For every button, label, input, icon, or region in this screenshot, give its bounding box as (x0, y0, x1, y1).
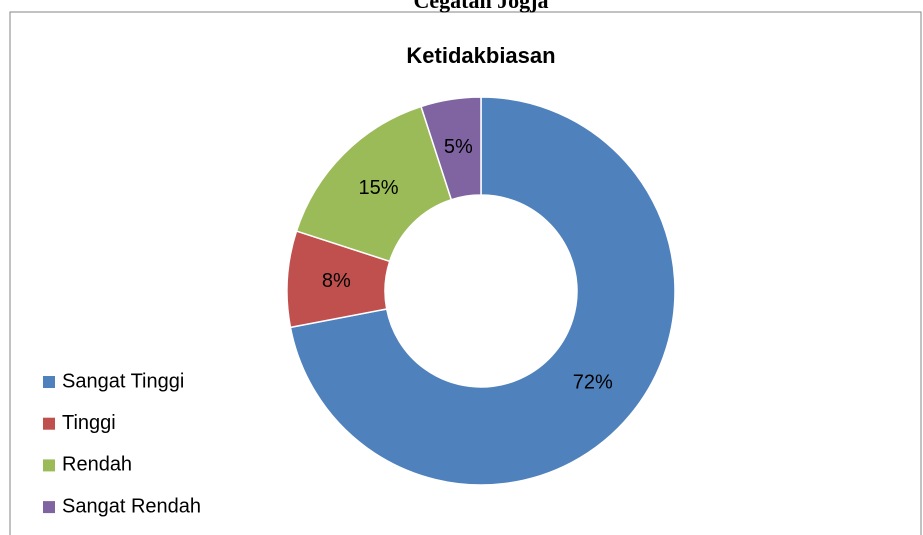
data-label: 15% (358, 177, 398, 199)
legend-swatch (43, 417, 55, 430)
legend-swatch (43, 501, 55, 514)
data-label: 72% (573, 372, 613, 394)
legend-label: Tinggi (62, 412, 116, 434)
legend-swatch (43, 376, 55, 388)
legend-swatch (43, 459, 55, 472)
donut-slice (420, 96, 482, 201)
legend-label: Rendah (62, 454, 132, 476)
chart-title: Ketidakbiasan (406, 43, 555, 68)
chart-frame (9, 11, 922, 535)
legend-label: Sangat Rendah (62, 495, 201, 517)
donut-slice (289, 96, 676, 486)
data-label: 5% (444, 136, 473, 158)
page-heading: Cegatan Jogja (413, 0, 548, 13)
data-label: 8% (322, 270, 351, 292)
legend-label: Sangat Tinggi (62, 370, 184, 392)
